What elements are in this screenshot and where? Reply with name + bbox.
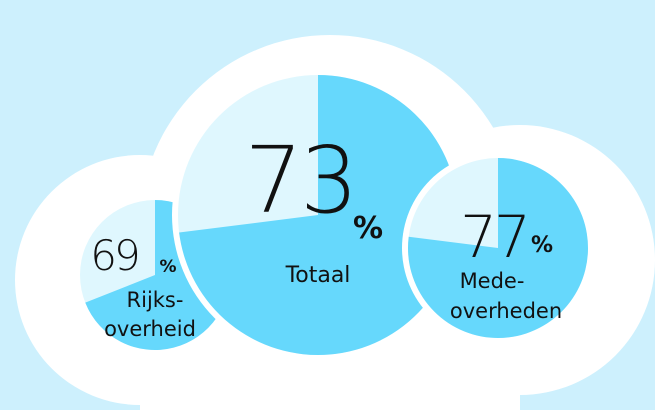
percent-sign: % xyxy=(531,233,553,258)
percent-value: 69 xyxy=(90,231,138,280)
pie-label: overheden xyxy=(450,299,562,323)
percent-sign: % xyxy=(353,211,383,246)
pie-label: Rijks- xyxy=(127,288,184,312)
percent-value: 77 xyxy=(460,203,528,271)
pie-label: overheid xyxy=(104,317,196,341)
pie-slice xyxy=(179,75,458,355)
percent-sign: % xyxy=(159,257,176,277)
percent-value: 73 xyxy=(244,127,355,234)
pie-slice xyxy=(408,158,589,338)
pie-label: Mede- xyxy=(460,269,525,293)
pie-label: Totaal xyxy=(285,263,351,288)
